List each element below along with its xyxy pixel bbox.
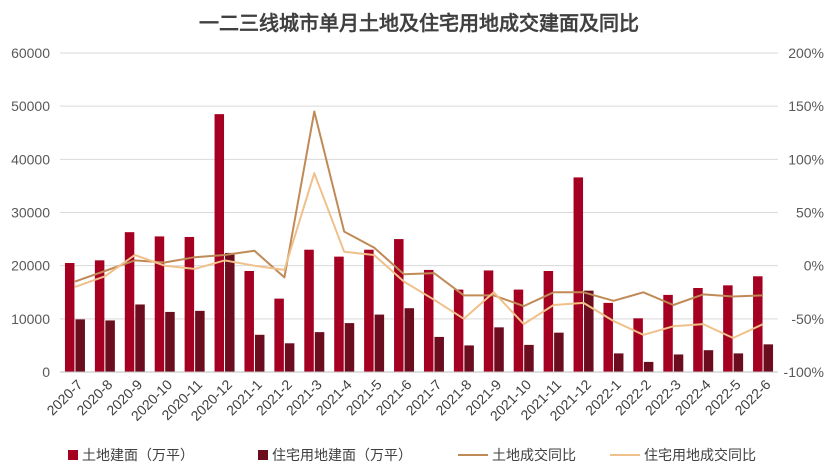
bar-land-area (693, 287, 703, 372)
bar-series (64, 114, 774, 373)
bar-residential-area (763, 344, 774, 372)
line-land-yoy (74, 110, 764, 308)
bar-residential-area (584, 290, 594, 372)
chart-title: 一二三线城市单月土地及住宅用地成交建面及同比 (199, 11, 639, 35)
bar-land-area (633, 318, 643, 372)
bar-residential-area (524, 344, 534, 372)
bar-land-area (483, 270, 494, 372)
right-tick-label: -50% (791, 311, 824, 327)
bar-land-area (753, 276, 763, 372)
right-tick-label: 50% (796, 205, 824, 221)
bar-residential-area (135, 304, 145, 372)
bar-residential-area (284, 343, 295, 372)
bar-residential-area (75, 319, 85, 372)
bar-land-area (723, 285, 733, 372)
bar-residential-area (165, 311, 175, 372)
right-tick-label: 200% (788, 45, 824, 61)
gridlines (60, 52, 778, 320)
right-tick-label: 100% (788, 151, 824, 167)
bar-residential-area (643, 361, 654, 372)
bar-land-area (184, 236, 195, 372)
line-residential-yoy (74, 172, 764, 339)
x-axis: 2020-72020-82020-92020-102020-112020-122… (43, 376, 773, 424)
bar-residential-area (613, 353, 624, 372)
right-tick-label: 150% (788, 98, 824, 114)
left-tick-label: 0 (42, 364, 50, 380)
bar-land-area (364, 249, 374, 372)
bar-land-area (423, 269, 434, 372)
bar-residential-area (464, 345, 474, 372)
bar-residential-area (404, 308, 415, 372)
bar-residential-area (374, 314, 385, 372)
bar-land-area (94, 260, 105, 372)
bar-land-area (64, 263, 75, 372)
left-tick-label: 50000 (11, 98, 50, 114)
bar-residential-area (434, 336, 444, 372)
bar-residential-area (554, 332, 564, 372)
line-series (74, 110, 764, 339)
bar-land-area (304, 249, 314, 372)
left-tick-label: 10000 (11, 311, 50, 327)
right-axis: -100% -50% 0% 50% 100% 150% 200% (784, 45, 824, 380)
bar-land-area (573, 177, 584, 372)
bar-residential-area (314, 332, 325, 372)
left-axis: 0 10000 20000 30000 40000 50000 60000 (11, 45, 50, 380)
bar-residential-area (703, 350, 714, 372)
bar-residential-area (673, 354, 684, 372)
legend-item-residential-yoy: 住宅用地成交同比 (610, 447, 756, 464)
bar-land-area (453, 289, 464, 372)
left-tick-label: 30000 (11, 205, 50, 221)
bar-residential-area (733, 353, 744, 372)
bar-land-area (334, 256, 344, 372)
bar-land-area (603, 302, 613, 372)
left-tick-label: 20000 (11, 258, 50, 274)
legend-label-residential-area: 住宅用地建面（万平） (272, 448, 412, 464)
bar-land-area (154, 236, 165, 372)
bar-residential-area (195, 310, 205, 372)
bar-land-area (394, 239, 404, 372)
right-tick-label: -100% (784, 364, 824, 380)
bar-residential-area (105, 320, 115, 372)
legend-swatch-land-area (68, 450, 78, 460)
bar-land-area (663, 294, 673, 372)
legend: 土地建面（万平） 住宅用地建面（万平） 土地成交同比 住宅用地成交同比 (68, 447, 756, 464)
legend-swatch-residential-area (258, 450, 268, 460)
bar-land-area (274, 298, 284, 372)
bar-land-area (124, 232, 135, 372)
legend-label-land-yoy: 土地成交同比 (492, 447, 576, 464)
bar-residential-area (225, 252, 235, 372)
bar-residential-area (344, 323, 355, 372)
left-tick-label: 60000 (11, 45, 50, 61)
bar-land-area (214, 114, 225, 373)
right-tick-label: 0% (804, 258, 824, 274)
left-tick-label: 40000 (11, 151, 50, 167)
bar-residential-area (494, 327, 504, 372)
legend-label-land-area: 土地建面（万平） (82, 448, 194, 464)
bar-land-area (244, 270, 254, 372)
bar-land-area (513, 289, 524, 372)
bar-land-area (543, 270, 554, 372)
legend-item-residential-area: 住宅用地建面（万平） (258, 448, 412, 464)
legend-item-land-yoy: 土地成交同比 (458, 447, 576, 464)
bar-residential-area (254, 334, 265, 372)
legend-label-residential-yoy: 住宅用地成交同比 (644, 447, 756, 464)
legend-item-land-area: 土地建面（万平） (68, 448, 194, 464)
